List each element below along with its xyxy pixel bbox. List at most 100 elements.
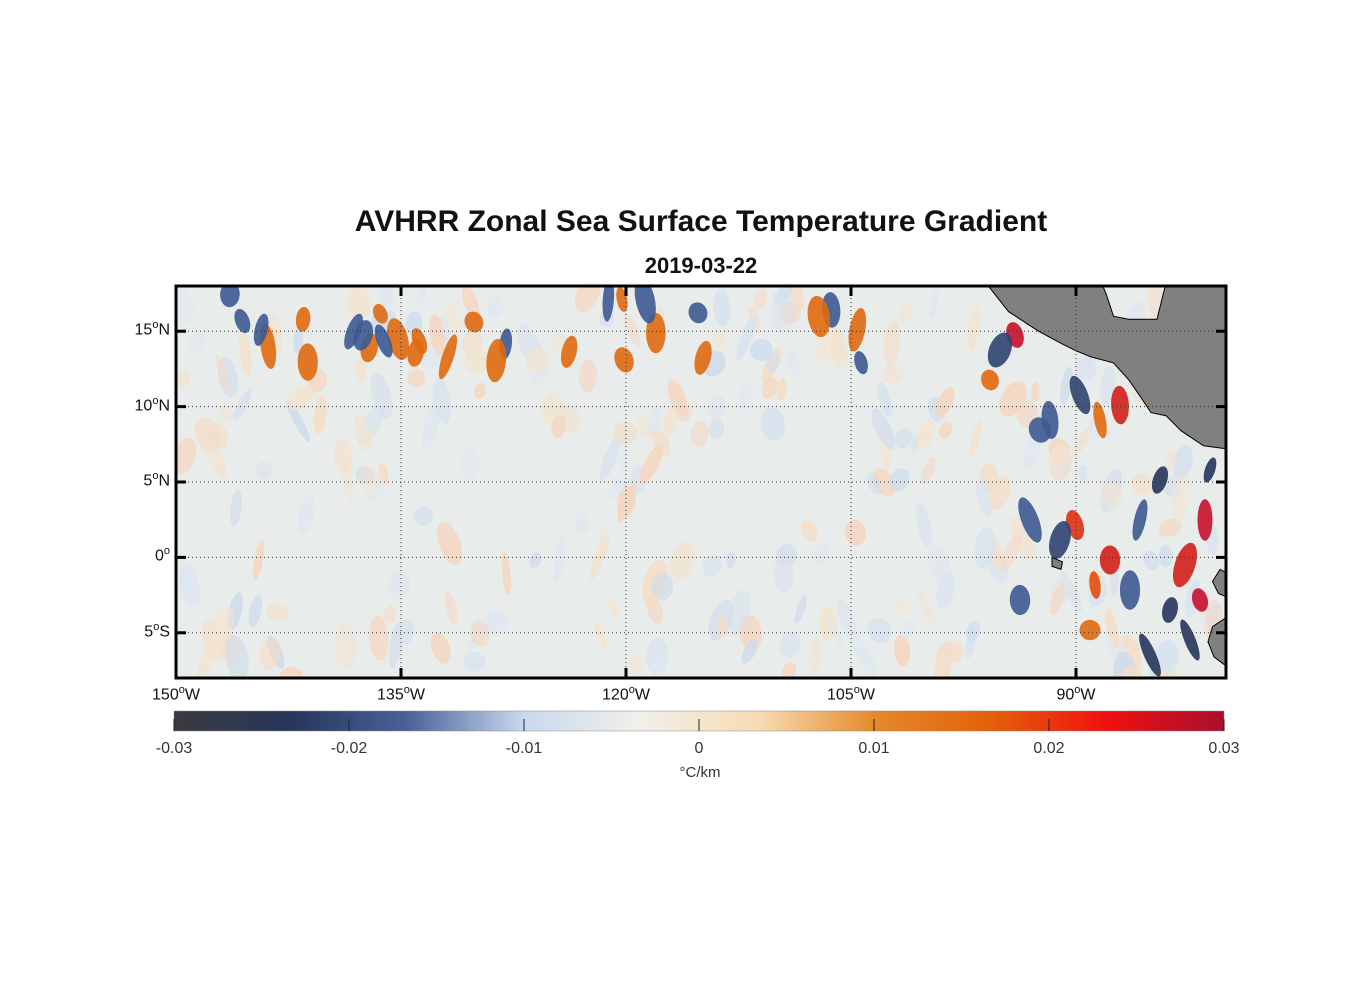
gradient-patch [445, 303, 463, 335]
colorbar-unit: °C/km [679, 764, 721, 781]
gradient-patch [771, 295, 795, 332]
gradient-patch [877, 381, 893, 417]
gradient-patch [259, 637, 281, 670]
gradient-feature [1048, 521, 1072, 559]
gradient-feature [1151, 466, 1169, 494]
chart-title: AVHRR Zonal Sea Surface Temperature Grad… [354, 205, 1048, 238]
gradient-feature [1172, 542, 1198, 588]
gradient-patch [201, 618, 224, 660]
gradient-patch [871, 408, 896, 450]
colorbar-tick-label: 0 [694, 740, 704, 757]
gradient-feature [438, 334, 458, 380]
gradient-patch [640, 443, 664, 484]
gradient-patch [398, 619, 414, 645]
gradient-patch [239, 328, 252, 376]
chart-subtitle: 2019-03-22 [644, 253, 758, 278]
gradient-feature [1197, 499, 1213, 541]
gradient-patch [608, 598, 620, 617]
gradient-feature [1162, 597, 1178, 623]
gradient-patch [779, 631, 801, 658]
gradient-patch [824, 329, 844, 362]
gradient-patch [313, 394, 327, 435]
gradient-patch [342, 457, 353, 504]
gradient-patch [690, 421, 709, 448]
gradient-patch [1031, 381, 1040, 403]
gradient-patch [369, 615, 389, 661]
gradient-patch [594, 623, 607, 649]
gradient-patch [1078, 465, 1088, 482]
gradient-patch [176, 286, 195, 323]
lon-tick-label: 120oW [602, 684, 650, 704]
gradient-patch [927, 545, 951, 580]
gradient-patch [280, 666, 304, 678]
gradient-patch [232, 389, 252, 421]
gradient-feature [602, 286, 615, 322]
gradient-patch [713, 288, 731, 327]
gradient-patch [651, 572, 674, 600]
gradient-patch [781, 662, 797, 678]
gradient-feature [1099, 545, 1121, 575]
gradient-patch [484, 610, 508, 634]
gradient-patch [708, 418, 725, 440]
gradient-patch [551, 414, 566, 439]
land-peru-coast [1207, 617, 1226, 667]
gradient-patch [717, 615, 728, 638]
gradient-patch [416, 286, 427, 306]
gradient-patch [474, 382, 486, 399]
gradient-patch [844, 519, 866, 546]
gradient-patch [867, 472, 882, 496]
gradient-patch [727, 590, 752, 637]
gradient-patch [739, 384, 754, 410]
gradient-patch [575, 286, 601, 313]
gradient-feature [1180, 619, 1200, 661]
gradient-feature [1079, 619, 1101, 641]
lon-tick-label: 135oW [377, 684, 425, 704]
gradient-patch [946, 640, 964, 662]
gradient-feature [634, 286, 656, 324]
gradient-patch [765, 353, 781, 373]
gradient-feature [1069, 375, 1091, 415]
gradient-patch [669, 542, 696, 580]
gradient-feature [374, 324, 393, 358]
gradient-patch [965, 621, 981, 642]
gradient-patch [938, 421, 952, 439]
gradient-patch [712, 331, 725, 348]
gradient-patch [753, 288, 768, 310]
lat-tick-label: 5oN [143, 470, 170, 490]
gradient-patch [437, 521, 463, 565]
gradient-feature [234, 308, 251, 334]
gradient-feature [981, 369, 999, 391]
gradient-patch [588, 538, 609, 583]
land-ecuador-coast [1211, 568, 1226, 598]
gradient-feature [854, 351, 868, 375]
gradient-patch [662, 408, 677, 439]
gradient-patch [934, 387, 955, 419]
gradient-patch [1131, 473, 1152, 496]
gradient-patch [928, 289, 939, 319]
gradient-patch [553, 535, 566, 583]
gradient-patch [902, 618, 915, 639]
gradient-feature [486, 338, 507, 383]
gradient-patch [461, 286, 480, 319]
gradient-patch [909, 434, 919, 453]
gradient-patch [667, 379, 688, 416]
gradient-patch [794, 594, 807, 624]
gradient-patch [916, 586, 935, 627]
gradient-patch [470, 620, 491, 647]
gradient-feature [295, 306, 311, 332]
gradient-patch [205, 439, 227, 478]
gradient-patch [813, 543, 829, 566]
gradient-patch [525, 348, 549, 373]
gradient-patch [736, 315, 757, 360]
gradient-feature [1093, 401, 1107, 439]
lat-tick-label: 0o [154, 545, 170, 565]
gradient-patch [648, 407, 662, 432]
gradient-patch [895, 428, 913, 449]
gradient-feature [1018, 497, 1042, 543]
colorbar-tick-label: -0.01 [505, 740, 543, 757]
gradient-feature [688, 302, 708, 324]
gradient-patch [914, 420, 936, 451]
gradient-patch [1075, 356, 1097, 381]
gradient-patch [920, 457, 937, 485]
